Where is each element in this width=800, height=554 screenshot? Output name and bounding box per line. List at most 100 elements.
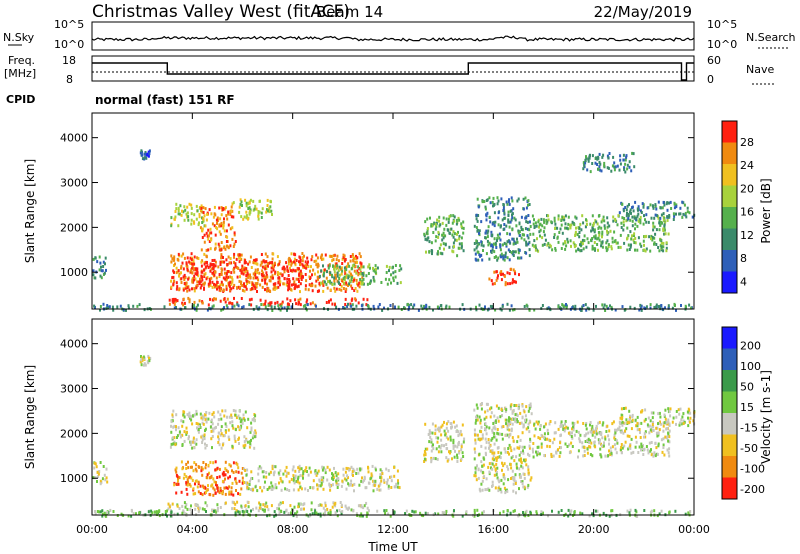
heatmap-cell xyxy=(628,511,631,515)
heatmap-cell xyxy=(509,282,512,286)
heatmap-cell xyxy=(261,274,264,278)
heatmap-cell xyxy=(553,216,556,220)
heatmap-cell xyxy=(105,268,107,272)
heatmap-cell xyxy=(264,281,267,285)
heatmap-cell xyxy=(238,416,241,420)
heatmap-cell xyxy=(336,264,339,268)
heatmap-cell xyxy=(443,511,446,515)
heatmap-cell xyxy=(538,225,540,229)
heatmap-cell xyxy=(228,437,231,441)
heatmap-cell xyxy=(265,210,268,214)
heatmap-cell xyxy=(359,504,362,508)
heatmap-cell xyxy=(474,441,477,445)
heatmap-cell xyxy=(191,271,194,275)
heatmap-cell xyxy=(201,467,204,471)
heatmap-cell xyxy=(231,278,234,282)
heatmap-cell xyxy=(525,427,528,431)
heatmap-cell xyxy=(237,425,240,429)
heatmap-cell xyxy=(549,439,552,443)
heatmap-cell xyxy=(567,240,569,244)
heatmap-cell xyxy=(144,151,147,154)
heatmap-cell xyxy=(503,254,506,258)
heatmap-cell xyxy=(362,282,365,286)
heatmap-cell xyxy=(612,420,615,424)
heatmap-cell xyxy=(614,431,617,435)
heatmap-cell xyxy=(581,238,584,242)
heatmap-cell xyxy=(326,507,329,511)
heatmap-cell xyxy=(628,210,631,214)
heatmap-cell xyxy=(185,503,188,506)
freq-trace xyxy=(92,62,694,81)
heatmap-cell xyxy=(222,276,225,280)
heatmap-cell xyxy=(530,476,533,480)
heatmap-cell xyxy=(101,512,104,516)
heatmap-cell xyxy=(631,418,634,422)
heatmap-cell xyxy=(298,481,301,485)
heatmap-cell xyxy=(506,450,509,454)
heatmap-cell xyxy=(322,479,325,483)
heatmap-cell xyxy=(497,216,500,220)
heatmap-cell xyxy=(424,451,427,455)
heatmap-cell xyxy=(234,477,237,481)
heatmap-cell xyxy=(615,451,618,455)
heatmap-cell xyxy=(351,470,354,474)
heatmap-cell xyxy=(447,420,450,424)
heatmap-cell xyxy=(248,201,251,205)
heatmap-cell xyxy=(191,278,194,282)
heatmap-cell xyxy=(316,275,319,279)
heatmap-cell xyxy=(452,241,455,245)
heatmap-cell xyxy=(582,167,585,171)
heatmap-cell xyxy=(502,473,505,477)
heatmap-cell xyxy=(529,439,532,443)
heatmap-cell xyxy=(331,259,334,263)
heatmap-cell xyxy=(602,511,605,515)
heatmap-cell xyxy=(248,483,251,486)
heatmap-cell xyxy=(538,452,541,456)
heatmap-cell xyxy=(449,438,452,442)
heatmap-cell xyxy=(317,277,319,281)
heatmap-cell xyxy=(510,196,513,200)
heatmap-cell xyxy=(327,280,330,284)
heatmap-cell xyxy=(427,236,430,240)
heatmap-cell xyxy=(266,289,268,293)
heatmap-cell xyxy=(524,414,527,418)
heatmap-cell xyxy=(237,470,240,474)
heatmap-cell xyxy=(501,468,503,472)
colorbar-tick-label: 200 xyxy=(740,339,761,352)
heatmap-cell xyxy=(488,445,491,449)
heatmap-cell xyxy=(597,236,600,240)
heatmap-cell xyxy=(374,466,377,470)
heatmap-cell xyxy=(510,427,513,431)
heatmap-cell xyxy=(666,427,669,430)
heatmap-cell xyxy=(329,288,332,292)
heatmap-cell xyxy=(228,283,231,287)
heatmap-cell xyxy=(387,484,390,488)
heatmap-cell xyxy=(651,236,654,239)
heatmap-cell xyxy=(350,304,353,308)
heatmap-cell xyxy=(239,492,242,496)
heatmap-cell xyxy=(560,509,563,512)
heatmap-cell xyxy=(322,257,325,261)
heatmap-cell xyxy=(658,221,661,225)
heatmap-cell xyxy=(231,305,234,309)
heatmap-cell xyxy=(204,446,207,450)
heatmap-cell xyxy=(332,258,335,262)
heatmap-cell xyxy=(379,468,382,472)
heatmap-cell xyxy=(630,237,633,241)
heatmap-cell xyxy=(235,461,238,465)
heatmap-cell xyxy=(290,263,293,267)
heatmap-cell xyxy=(580,308,583,312)
heatmap-cell xyxy=(540,217,543,221)
heatmap-cell xyxy=(168,298,171,302)
heatmap-cell xyxy=(450,422,453,425)
heatmap-cell xyxy=(653,241,656,245)
heatmap-cell xyxy=(664,232,667,236)
heatmap-cell xyxy=(584,423,587,427)
heatmap-cell xyxy=(660,213,663,217)
heatmap-cell xyxy=(508,272,511,276)
heatmap-cell xyxy=(512,409,515,412)
heatmap-cell xyxy=(206,488,209,492)
heatmap-cell xyxy=(527,465,530,469)
heatmap-cell xyxy=(424,511,427,515)
heatmap-cell xyxy=(488,196,491,200)
